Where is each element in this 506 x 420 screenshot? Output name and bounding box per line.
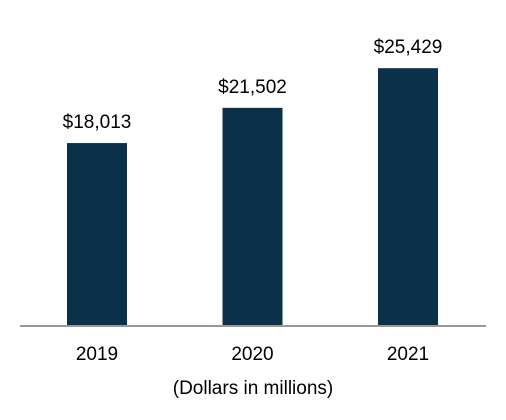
bar <box>67 143 127 325</box>
x-tick-label: 2021 <box>387 344 429 365</box>
bar <box>222 107 283 325</box>
x-tick-label: 2019 <box>76 344 118 365</box>
bar <box>378 68 438 325</box>
value-label: $18,013 <box>63 112 132 133</box>
x-tick-label: 2020 <box>231 344 273 365</box>
x-axis-label: (Dollars in millions) <box>173 378 333 399</box>
value-label: $25,429 <box>374 37 443 58</box>
value-label: $21,502 <box>218 77 287 98</box>
